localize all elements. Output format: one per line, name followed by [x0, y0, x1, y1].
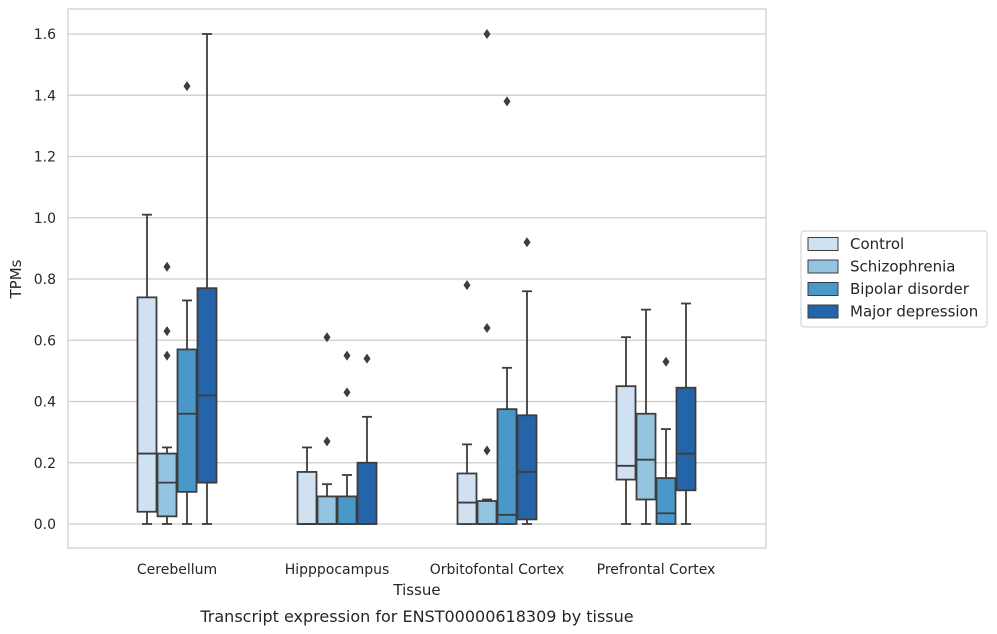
outlier-point	[163, 326, 171, 337]
box-iqr	[176, 348, 198, 493]
box-iqr	[356, 461, 378, 525]
box-cerebellum-major-depression	[196, 33, 218, 525]
box-iqr	[655, 477, 677, 525]
y-tick-label: 0.2	[34, 456, 56, 472]
box-hipppocampus-control	[296, 446, 318, 525]
box-prefrontal-cortex-control	[615, 336, 637, 525]
box-iqr	[615, 385, 637, 481]
legend-label: Major depression	[850, 303, 978, 321]
box-prefrontal-cortex-schizophrenia	[635, 308, 657, 525]
legend-label: Schizophrenia	[850, 258, 955, 276]
legend-swatch	[807, 304, 839, 319]
x-tick-label-hipppocampus: Hipppocampus	[285, 562, 390, 578]
legend-swatch	[807, 237, 839, 251]
y-tick-label: 1.4	[34, 88, 56, 104]
series-major-depression	[196, 33, 697, 525]
box-iqr	[456, 472, 478, 525]
series-bipolar-disorder	[176, 81, 677, 525]
y-tick-label: 1.6	[34, 27, 56, 43]
outlier-point	[483, 445, 491, 456]
outlier-point	[662, 356, 670, 367]
x-axis-title: Tissue	[392, 581, 440, 599]
outlier-point	[363, 353, 371, 364]
box-iqr	[476, 500, 498, 525]
grid-lines	[68, 33, 766, 525]
legend-item-major-depression: Major depression	[807, 303, 978, 321]
legend-swatch	[807, 282, 839, 296]
box-hipppocampus-major-depression	[356, 353, 378, 525]
series-control	[136, 213, 637, 525]
legend: Control Schizophrenia Bipolar disorder Majo…	[800, 230, 988, 328]
outlier-point	[463, 280, 471, 291]
outlier-point	[323, 332, 331, 343]
box-iqr	[516, 414, 538, 521]
y-tick-label: 1.2	[34, 150, 56, 166]
box-orbitofontal-cortex-control	[456, 280, 478, 525]
plot-area-frame	[67, 8, 767, 549]
box-prefrontal-cortex-major-depression	[675, 302, 697, 525]
outlier-point	[323, 436, 331, 447]
outlier-point	[163, 350, 171, 361]
box-iqr	[675, 386, 697, 492]
y-tick-label: 0.6	[34, 333, 56, 349]
y-axis-ticks: 0.0 0.2 0.4 0.6 0.8 1.0 1.2 1.4 1.6	[34, 27, 56, 533]
y-tick-label: 0.4	[34, 395, 56, 411]
box-hipppocampus-schizophrenia	[316, 332, 338, 525]
outlier-point	[163, 261, 171, 272]
outlier-point	[483, 323, 491, 333]
legend-item-control: Control	[807, 235, 904, 253]
y-tick-label: 1.0	[34, 211, 56, 227]
box-iqr	[496, 408, 518, 525]
box-iqr	[316, 495, 338, 525]
outlier-point	[483, 29, 491, 39]
box-iqr	[336, 495, 358, 525]
y-tick-label: 0.0	[34, 517, 56, 533]
box-orbitofontal-cortex-major-depression	[516, 237, 538, 525]
legend-item-bipolar-disorder: Bipolar disorder	[807, 280, 970, 298]
box-cerebellum-schizophrenia	[156, 261, 178, 525]
box-cerebellum-bipolar-disorder	[176, 81, 198, 525]
outlier-point	[503, 96, 511, 107]
box-orbitofontal-cortex-bipolar-disorder	[496, 96, 518, 525]
box-iqr	[196, 287, 218, 484]
box-cerebellum-control	[136, 213, 158, 525]
legend-item-schizophrenia: Schizophrenia	[807, 258, 955, 276]
x-tick-label-cerebellum: Cerebellum	[137, 562, 217, 578]
outlier-point	[523, 237, 531, 248]
legend-swatch	[807, 259, 839, 274]
box-orbitofontal-cortex-schizophrenia	[476, 29, 498, 525]
outlier-point	[183, 81, 191, 92]
box-prefrontal-cortex-bipolar-disorder	[655, 356, 677, 525]
chart-caption: Transcript expression for ENST0000061830…	[199, 607, 633, 626]
box-iqr	[296, 471, 318, 525]
box-iqr	[635, 412, 657, 501]
box-hipppocampus-bipolar-disorder	[336, 350, 358, 525]
y-axis-title: TPMs	[7, 259, 25, 299]
series-schizophrenia	[156, 29, 657, 525]
outlier-point	[343, 350, 351, 361]
y-tick-label: 0.8	[34, 272, 56, 288]
box-iqr	[156, 452, 178, 518]
legend-label: Bipolar disorder	[850, 280, 970, 298]
x-axis-ticks: Cerebellum Hipppocampus Orbitofontal Corte…	[137, 562, 715, 578]
legend-frame	[800, 230, 988, 328]
x-tick-label-orbitofontal-cortex: Orbitofontal Cortex	[430, 562, 565, 578]
box-plot-marks	[136, 29, 697, 525]
box-iqr	[136, 296, 158, 513]
outlier-point	[343, 387, 351, 398]
legend-label: Control	[850, 235, 904, 253]
x-tick-label-prefrontal-cortex: Prefrontal Cortex	[597, 562, 716, 578]
